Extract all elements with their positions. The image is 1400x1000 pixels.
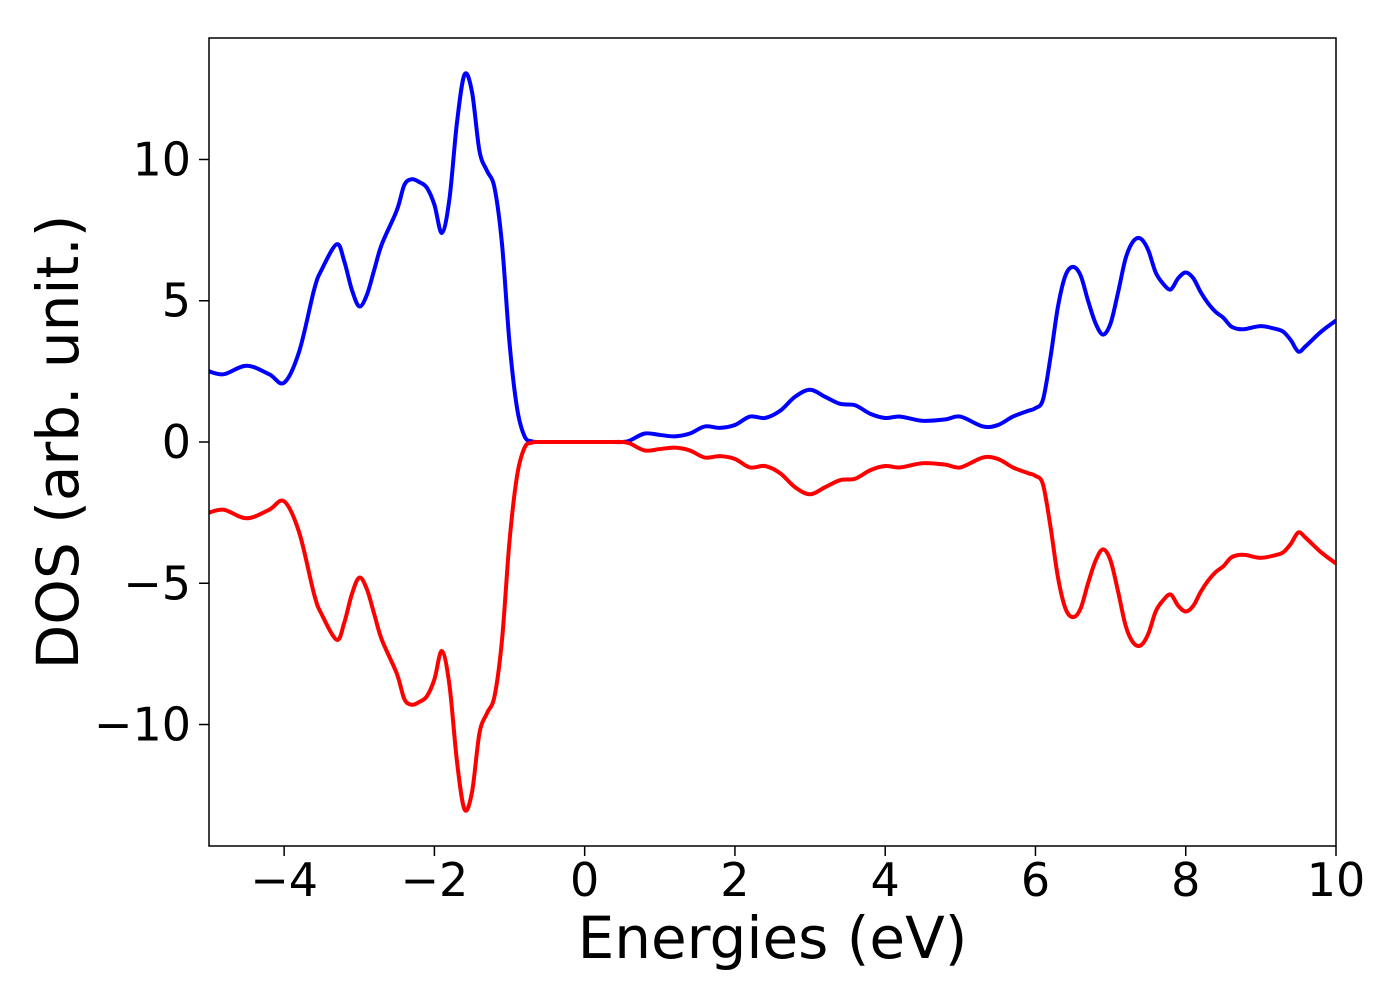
dos-series-blue-line	[209, 71, 1336, 445]
dos-series-red-line	[209, 439, 1336, 813]
y-tick-label: 0	[162, 415, 191, 469]
y-tick-label: 5	[162, 274, 191, 328]
y-tick-label: −5	[123, 556, 191, 610]
x-tick-label: −2	[400, 853, 468, 907]
x-tick-label: 0	[570, 853, 599, 907]
x-axis-ticks: −4 −2 0 2 4 6 8 10	[250, 846, 1365, 907]
x-tick-label: 6	[1021, 853, 1050, 907]
x-tick-label: 10	[1307, 853, 1366, 907]
x-tick-label: 4	[871, 853, 900, 907]
y-axis-ticks: −10 −5 0 5 10	[94, 132, 209, 752]
y-tick-label: 10	[132, 132, 191, 186]
y-tick-label: −10	[94, 698, 191, 752]
series-layer	[209, 71, 1336, 813]
x-tick-label: 8	[1171, 853, 1200, 907]
y-axis-title: DOS (arb. unit.)	[24, 215, 92, 670]
x-axis-title: Energies (eV)	[578, 904, 968, 972]
x-tick-label: 2	[720, 853, 749, 907]
plot-area-frame	[208, 37, 1337, 847]
x-tick-label: −4	[250, 853, 318, 907]
